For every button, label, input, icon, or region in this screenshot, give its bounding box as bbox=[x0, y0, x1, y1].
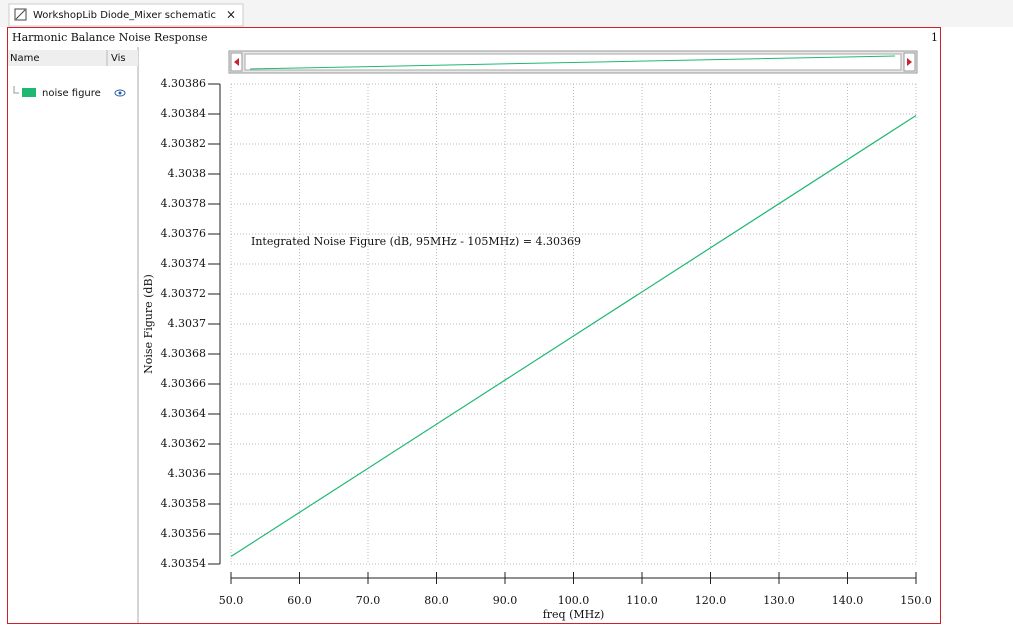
y-tick-label: 4.30372 bbox=[161, 287, 207, 300]
y-tick-label: 4.30368 bbox=[161, 347, 207, 360]
x-tick-label: 100.0 bbox=[558, 594, 590, 607]
x-tick-label: 130.0 bbox=[763, 594, 795, 607]
x-tick-label: 70.0 bbox=[356, 594, 381, 607]
y-tick-label: 4.30354 bbox=[161, 557, 207, 570]
y-tick-label: 4.30386 bbox=[161, 77, 207, 90]
series-line bbox=[230, 114, 917, 558]
x-tick-label: 140.0 bbox=[832, 594, 864, 607]
tab[interactable] bbox=[8, 3, 244, 27]
y-tick-label: 4.30366 bbox=[161, 377, 207, 390]
y-tick-label: 4.30378 bbox=[161, 197, 207, 210]
legend-swatch bbox=[22, 88, 36, 97]
tab-icon bbox=[14, 8, 27, 21]
page-number: 1 bbox=[931, 31, 938, 44]
y-tick-label: 4.3038 bbox=[168, 167, 207, 180]
x-tick-label: 80.0 bbox=[424, 594, 449, 607]
y-tick-label: 4.30364 bbox=[161, 407, 207, 420]
tab-title: WorkshopLib Diode_Mixer schematic bbox=[33, 10, 216, 21]
x-tick-label: 110.0 bbox=[626, 594, 658, 607]
legend-label: noise figure bbox=[42, 88, 101, 99]
y-tick-label: 4.30376 bbox=[161, 227, 207, 240]
y-tick-label: 4.30358 bbox=[161, 497, 207, 510]
legend-header-name: Name bbox=[10, 53, 40, 64]
visibility-pupil bbox=[118, 91, 122, 95]
x-tick-label: 150.0 bbox=[900, 594, 932, 607]
y-tick-label: 4.30356 bbox=[161, 527, 207, 540]
scroll-left-arrow bbox=[234, 58, 239, 66]
tab-close[interactable]: × bbox=[226, 8, 236, 22]
visibility-toggle[interactable] bbox=[114, 89, 126, 97]
y-tick-label: 4.30382 bbox=[161, 137, 207, 150]
x-tick-label: 60.0 bbox=[287, 594, 312, 607]
legend-header bbox=[8, 50, 138, 66]
overview-line bbox=[249, 55, 896, 70]
y-tick-label: 4.30374 bbox=[161, 257, 207, 270]
panel-frame bbox=[7, 27, 941, 624]
legend-header-vis: Vis bbox=[111, 53, 126, 64]
x-tick-label: 90.0 bbox=[493, 594, 518, 607]
x-axis-label: freq (MHz) bbox=[543, 608, 605, 621]
y-tick-label: 4.3036 bbox=[168, 467, 207, 480]
y-axis-label: Noise Figure (dB) bbox=[142, 274, 155, 374]
x-tick-label: 50.0 bbox=[219, 594, 244, 607]
tab-icon-line bbox=[15, 9, 26, 20]
scroll-right-arrow bbox=[907, 58, 912, 66]
y-tick-label: 4.30362 bbox=[161, 437, 207, 450]
legend-tree bbox=[13, 86, 19, 94]
y-tick-label: 4.3037 bbox=[168, 317, 207, 330]
y-tick-label: 4.30384 bbox=[161, 107, 207, 120]
annotation: Integrated Noise Figure (dB, 95MHz - 105… bbox=[251, 235, 581, 248]
panel-title: Harmonic Balance Noise Response bbox=[12, 31, 207, 44]
x-tick-label: 120.0 bbox=[695, 594, 727, 607]
